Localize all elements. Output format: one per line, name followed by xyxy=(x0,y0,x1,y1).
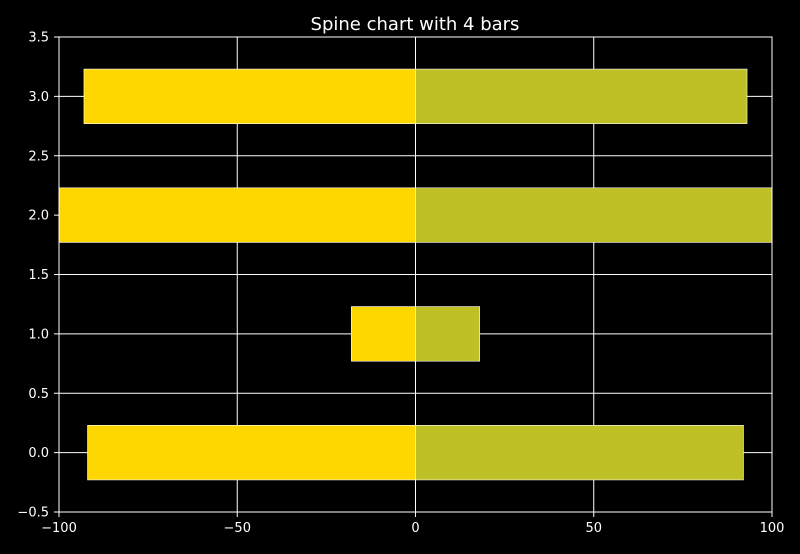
right-bar xyxy=(415,306,480,362)
left-bar xyxy=(58,187,416,243)
y-axis-ticks: −0.5 0.0 0.5 1.0 1.5 2.0 2.5 3.0 3.5 xyxy=(17,31,59,521)
y-tick-label: −0.5 xyxy=(17,506,49,521)
x-tick-label: 0 xyxy=(411,521,419,536)
y-tick-label: 3.5 xyxy=(28,31,49,46)
right-bar xyxy=(415,425,744,481)
y-tick-label: 0.0 xyxy=(28,446,49,461)
left-bar xyxy=(87,425,416,481)
y-tick-label: 3.0 xyxy=(28,90,49,105)
left-bar xyxy=(351,306,416,362)
x-tick-label: 50 xyxy=(585,521,602,536)
y-tick-label: 1.5 xyxy=(28,268,49,283)
left-bar xyxy=(83,68,416,124)
y-tick-label: 1.0 xyxy=(28,327,49,342)
y-tick-label: 0.5 xyxy=(28,387,49,402)
x-tick-label: −100 xyxy=(41,521,77,536)
right-bar xyxy=(415,187,773,243)
right-bar xyxy=(415,68,748,124)
x-tick-label: −50 xyxy=(224,521,251,536)
bars xyxy=(58,68,773,481)
x-tick-label: 100 xyxy=(760,521,785,536)
y-tick-label: 2.0 xyxy=(28,209,49,224)
y-tick-label: 2.5 xyxy=(28,149,49,164)
chart-title: Spine chart with 4 bars xyxy=(311,14,520,35)
x-axis-ticks: −100 −50 0 50 100 xyxy=(41,512,784,536)
